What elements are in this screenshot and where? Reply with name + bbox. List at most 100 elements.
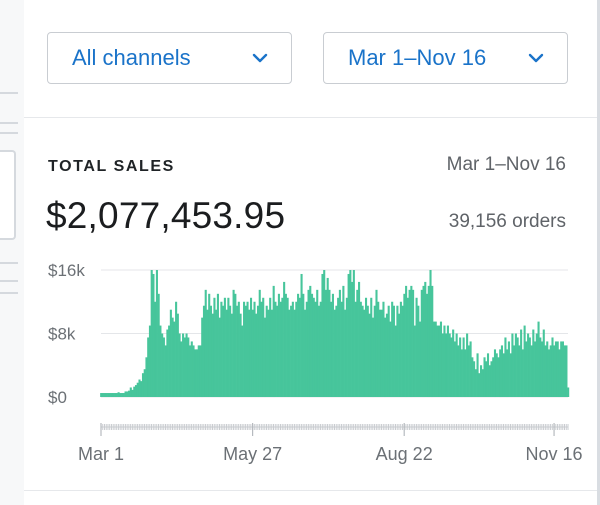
sales-bar xyxy=(363,309,366,397)
sales-bar xyxy=(204,289,207,397)
sales-bar xyxy=(549,345,552,397)
sales-bar xyxy=(425,293,429,397)
sales-bar xyxy=(493,349,497,398)
sales-bar xyxy=(497,357,500,397)
sales-bar xyxy=(178,333,181,397)
sales-bar xyxy=(485,361,488,397)
sales-bar xyxy=(333,309,336,397)
sales-bar xyxy=(338,289,341,397)
sales-bar xyxy=(344,309,347,397)
sales-bar xyxy=(147,337,150,397)
sales-bar xyxy=(307,289,310,397)
sales-bar xyxy=(443,325,446,397)
sales-bar xyxy=(540,341,544,397)
sales-bar xyxy=(410,285,413,398)
sales-bar xyxy=(129,387,132,397)
sales-bar xyxy=(230,313,233,397)
background-line xyxy=(0,280,18,282)
sales-bar xyxy=(232,289,235,397)
sales-bar xyxy=(361,305,364,397)
sales-bar xyxy=(150,270,153,397)
sales-bar xyxy=(398,313,401,397)
channel-dropdown[interactable]: All channels xyxy=(47,32,292,84)
date-range-dropdown[interactable]: Mar 1–Nov 16 xyxy=(323,32,568,84)
sales-bar xyxy=(220,301,223,397)
sales-bar xyxy=(237,301,240,397)
sales-bar xyxy=(298,297,301,397)
sales-bar xyxy=(328,289,331,397)
sales-bar xyxy=(195,349,199,398)
sales-bar xyxy=(157,293,160,397)
sales-bar xyxy=(288,309,291,397)
sales-bar xyxy=(518,345,521,397)
sales-bar xyxy=(452,329,455,397)
sales-bar xyxy=(331,293,334,397)
sales-bar xyxy=(173,321,176,397)
sales-bar xyxy=(206,309,209,397)
sales-bar xyxy=(413,325,416,397)
sales-bar xyxy=(284,293,287,397)
filter-bar: All channels Mar 1–Nov 16 xyxy=(24,0,597,118)
sales-bar xyxy=(434,321,437,397)
sales-bar xyxy=(133,386,136,397)
sales-bar xyxy=(225,309,228,397)
x-tick-label: Mar 1 xyxy=(78,444,124,464)
x-tick-label: Aug 22 xyxy=(376,444,433,464)
sales-bar xyxy=(305,301,308,397)
sales-bar xyxy=(375,289,378,397)
sales-bar xyxy=(107,393,110,397)
sales-bar xyxy=(290,305,293,397)
sales-bar xyxy=(471,357,474,397)
sales-bar xyxy=(453,341,456,397)
sales-bar xyxy=(281,297,284,397)
sales-bar xyxy=(445,333,448,397)
sales-bar xyxy=(260,301,263,397)
sales-bar xyxy=(394,325,397,397)
sales-bar xyxy=(103,393,106,397)
background-box xyxy=(0,150,16,240)
sales-bar xyxy=(222,305,225,397)
sales-bar xyxy=(480,365,483,397)
sales-bar xyxy=(490,361,493,397)
sales-bar xyxy=(162,337,165,397)
sales-bar xyxy=(349,270,352,397)
sales-bar xyxy=(391,301,394,397)
background-page-edge xyxy=(0,0,25,505)
sales-bar xyxy=(448,333,451,397)
sales-bar xyxy=(446,325,449,397)
sales-bar xyxy=(464,349,467,398)
sales-bar xyxy=(239,313,242,397)
sales-bar xyxy=(110,393,113,397)
total-sales-value: $2,077,453.95 xyxy=(46,195,286,236)
sales-bar xyxy=(406,297,409,397)
chevron-down-icon xyxy=(252,53,268,63)
sales-bar xyxy=(436,325,439,397)
sales-bar xyxy=(432,321,436,397)
sales-bar xyxy=(521,349,524,398)
sales-bar xyxy=(474,369,477,397)
sales-bar xyxy=(405,285,408,398)
sales-bar xyxy=(431,285,434,398)
chevron-down-icon xyxy=(528,53,544,63)
sales-bar xyxy=(267,309,270,397)
sales-bar xyxy=(161,333,164,397)
sales-bar xyxy=(499,349,502,398)
sales-bar xyxy=(502,353,505,397)
sales-bar xyxy=(190,341,193,397)
sales-bar xyxy=(192,345,195,397)
sales-bar xyxy=(175,301,178,397)
sales-bar xyxy=(352,270,355,397)
sales-bar xyxy=(373,305,376,397)
sales-bar xyxy=(262,297,265,397)
sales-bar xyxy=(514,333,517,397)
sales-bar xyxy=(300,273,303,397)
sales-bar xyxy=(119,393,122,397)
sales-bar xyxy=(547,349,551,398)
sales-bar xyxy=(351,281,354,397)
sales-bar xyxy=(567,387,570,397)
sales-bar xyxy=(469,341,472,397)
sales-bar xyxy=(345,297,348,397)
sales-bar xyxy=(457,345,460,397)
sales-bar xyxy=(417,305,420,397)
date-range-dropdown-label: Mar 1–Nov 16 xyxy=(348,45,487,70)
